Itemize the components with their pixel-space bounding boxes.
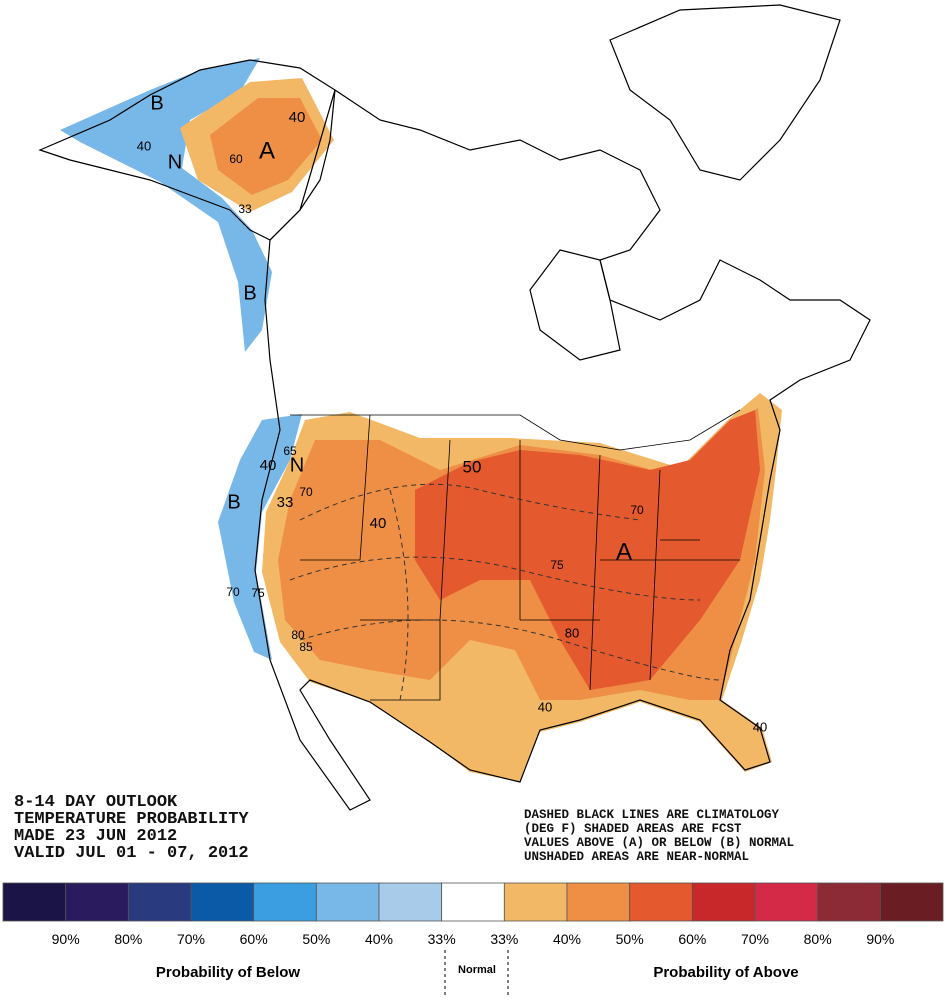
map-label: 70 xyxy=(630,503,644,517)
map-label: 50 xyxy=(463,457,482,476)
legend-swatch xyxy=(378,882,443,922)
map-label: 80 xyxy=(291,628,305,642)
legend-swatch xyxy=(253,882,317,922)
legend-swatch xyxy=(190,882,255,922)
map-label: 75 xyxy=(251,586,265,600)
map-label: A xyxy=(616,538,632,565)
note-line: DASHED BLACK LINES ARE CLIMATOLOGY xyxy=(524,808,780,822)
legend-swatch xyxy=(503,882,568,922)
map-label: 40 xyxy=(137,138,151,153)
state-lines xyxy=(300,414,740,701)
legend-label: 50% xyxy=(302,931,330,947)
note-line: UNSHADED AREAS ARE NEAR-NORMAL xyxy=(524,850,749,864)
legend: 90% 80% 70% 60% 50% 40% 33% 33% 40% 50% 60% 70% 80% 9… xyxy=(2,882,944,947)
map-label: 40 xyxy=(289,109,306,126)
legend-swatch xyxy=(566,882,631,922)
legend-swatch xyxy=(441,882,505,922)
map-label: 85 xyxy=(299,640,313,654)
legend-swatch xyxy=(65,882,129,922)
legend-label: 60% xyxy=(678,931,706,947)
legend-swatch xyxy=(817,882,881,922)
map-label: 40 xyxy=(538,699,552,714)
map-label: B xyxy=(243,282,256,304)
map-label: 40 xyxy=(260,457,277,474)
legend-label: 50% xyxy=(616,931,644,947)
map-label: B xyxy=(150,92,163,114)
map-label: 70 xyxy=(226,585,240,599)
legend-label: 40% xyxy=(365,931,393,947)
legend-swatch xyxy=(629,882,693,922)
map-label: N xyxy=(168,151,182,173)
legend-label: 60% xyxy=(240,931,268,947)
map-label: 40 xyxy=(753,719,767,734)
hudson-bay xyxy=(529,249,621,361)
legend-swatch xyxy=(879,882,944,922)
legend-swatch xyxy=(754,882,819,922)
title-line: VALID JUL 01 - 07, 2012 xyxy=(14,844,249,863)
legend-swatch xyxy=(2,882,67,922)
map-label: 33 xyxy=(238,202,252,216)
above-caption: Probability of Above xyxy=(653,964,798,981)
title-line: TEMPERATURE PROBABILITY xyxy=(14,810,249,829)
title-line: 8-14 DAY OUTLOOK xyxy=(14,793,178,812)
map-label: A xyxy=(259,137,275,164)
map-label: 33 xyxy=(277,494,294,511)
legend-label: 33% xyxy=(428,931,456,947)
normal-caption: Normal xyxy=(458,964,496,976)
legend-label: 33% xyxy=(490,931,518,947)
legend-swatch xyxy=(315,882,380,922)
alaska-border xyxy=(299,89,336,211)
legend-label: 80% xyxy=(804,931,832,947)
alaska-above-50 xyxy=(210,98,322,195)
note-line: (DEG F) SHADED AREAS ARE FCST xyxy=(524,822,742,836)
map-label: N xyxy=(290,454,304,476)
map-label: 40 xyxy=(370,515,387,532)
greenland xyxy=(609,4,841,181)
map-label: 60 xyxy=(229,152,243,166)
coastlines xyxy=(38,4,871,811)
us-above-60 xyxy=(415,410,760,690)
map-label: 65 xyxy=(283,444,297,458)
map-label: 75 xyxy=(550,558,564,572)
outlook-notes: DASHED BLACK LINES ARE CLIMATOLOGY(DEG F… xyxy=(524,808,794,864)
west-below xyxy=(218,414,302,660)
alaska-below xyxy=(60,58,272,352)
legend-swatch xyxy=(691,882,756,922)
legend-label: 70% xyxy=(741,931,769,947)
note-line: VALUES ABOVE (A) OR BELOW (B) NORMAL xyxy=(524,836,794,850)
legend-swatch xyxy=(127,882,192,922)
map-label: B xyxy=(227,491,240,513)
legend-label: 90% xyxy=(866,931,894,947)
below-caption: Probability of Below xyxy=(156,964,301,981)
legend-label: 40% xyxy=(553,931,581,947)
canada-us-border xyxy=(290,409,741,451)
map-label: 80 xyxy=(565,625,579,640)
title-line: MADE 23 JUN 2012 xyxy=(14,827,177,846)
mainland xyxy=(254,89,871,811)
map-label: 70 xyxy=(299,485,313,499)
legend-label: 80% xyxy=(114,931,142,947)
alaska xyxy=(38,59,336,241)
legend-label: 90% xyxy=(52,931,80,947)
shading xyxy=(60,58,782,782)
legend-label: 70% xyxy=(177,931,205,947)
